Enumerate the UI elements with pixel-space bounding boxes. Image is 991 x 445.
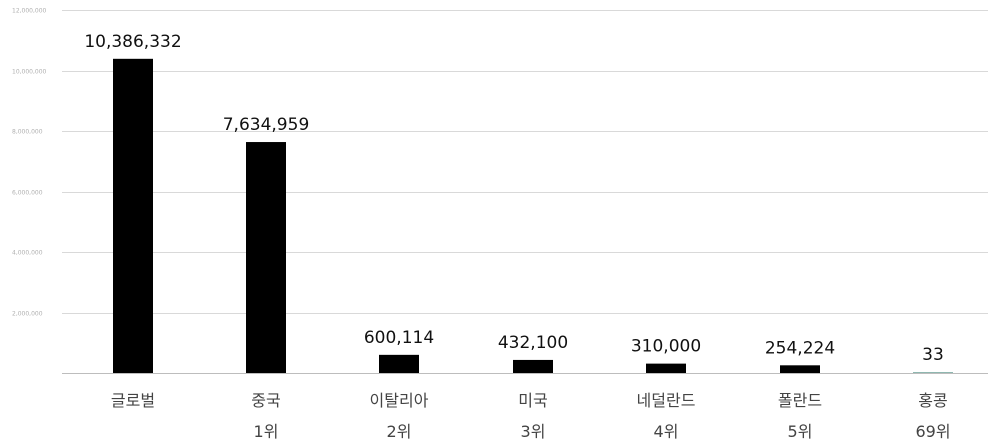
rank-label: 69위 bbox=[915, 422, 950, 441]
value-label: 10,386,332 bbox=[84, 32, 181, 52]
value-label: 310,000 bbox=[631, 337, 701, 357]
category-label: 글로벌 bbox=[111, 391, 155, 410]
category-label: 폴란드 bbox=[778, 391, 822, 410]
category-label: 이탈리아 bbox=[370, 391, 429, 410]
bars bbox=[113, 58, 953, 374]
rank-label: 1위 bbox=[254, 422, 279, 441]
value-label: 33 bbox=[922, 345, 944, 365]
category-label: 홍콩 bbox=[918, 391, 947, 410]
category-label: 네덜란드 bbox=[637, 391, 696, 410]
rank-label: 2위 bbox=[387, 422, 412, 441]
bar bbox=[379, 354, 419, 373]
y-tick-label: 6,000,000 bbox=[12, 190, 43, 197]
y-tick-label: 10,000,000 bbox=[12, 69, 47, 76]
value-label: 432,100 bbox=[498, 333, 568, 353]
value-label: 254,224 bbox=[765, 338, 835, 358]
bar bbox=[913, 372, 953, 373]
y-tick-label: 2,000,000 bbox=[12, 311, 43, 318]
bar bbox=[246, 142, 286, 373]
value-label: 7,634,959 bbox=[223, 115, 310, 135]
bar bbox=[513, 359, 553, 373]
category-labels: 글로벌 중국 1위 이탈리아 2위 미국 3위 네덜란드 4위 폴란드 5위 홍콩 69위 bbox=[111, 391, 951, 441]
value-label: 600,114 bbox=[364, 328, 434, 348]
gridlines bbox=[62, 10, 988, 374]
y-axis-ticks: 2,000,000 4,000,000 6,000,000 8,000,000 10,0… bbox=[12, 8, 47, 318]
value-labels: 10,386,332 7,634,959 600,114 432,100 310,000… bbox=[84, 32, 943, 365]
rank-label: 3위 bbox=[521, 422, 546, 441]
y-tick-label: 4,000,000 bbox=[12, 250, 43, 257]
category-label: 미국 bbox=[518, 391, 547, 410]
bar bbox=[113, 58, 153, 374]
y-tick-label: 12,000,000 bbox=[12, 8, 47, 15]
y-tick-label: 8,000,000 bbox=[12, 129, 43, 136]
bar bbox=[646, 363, 686, 373]
bar bbox=[780, 365, 820, 373]
rank-label: 4위 bbox=[654, 422, 679, 441]
rank-label: 5위 bbox=[788, 422, 813, 441]
category-label: 중국 bbox=[251, 391, 280, 410]
